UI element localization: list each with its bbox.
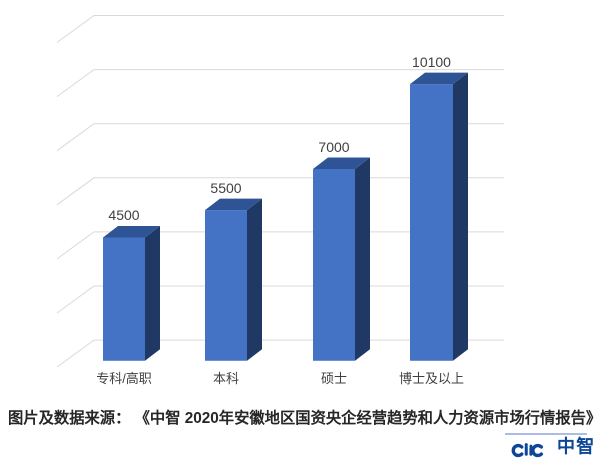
svg-text:中智: 中智: [557, 436, 595, 457]
